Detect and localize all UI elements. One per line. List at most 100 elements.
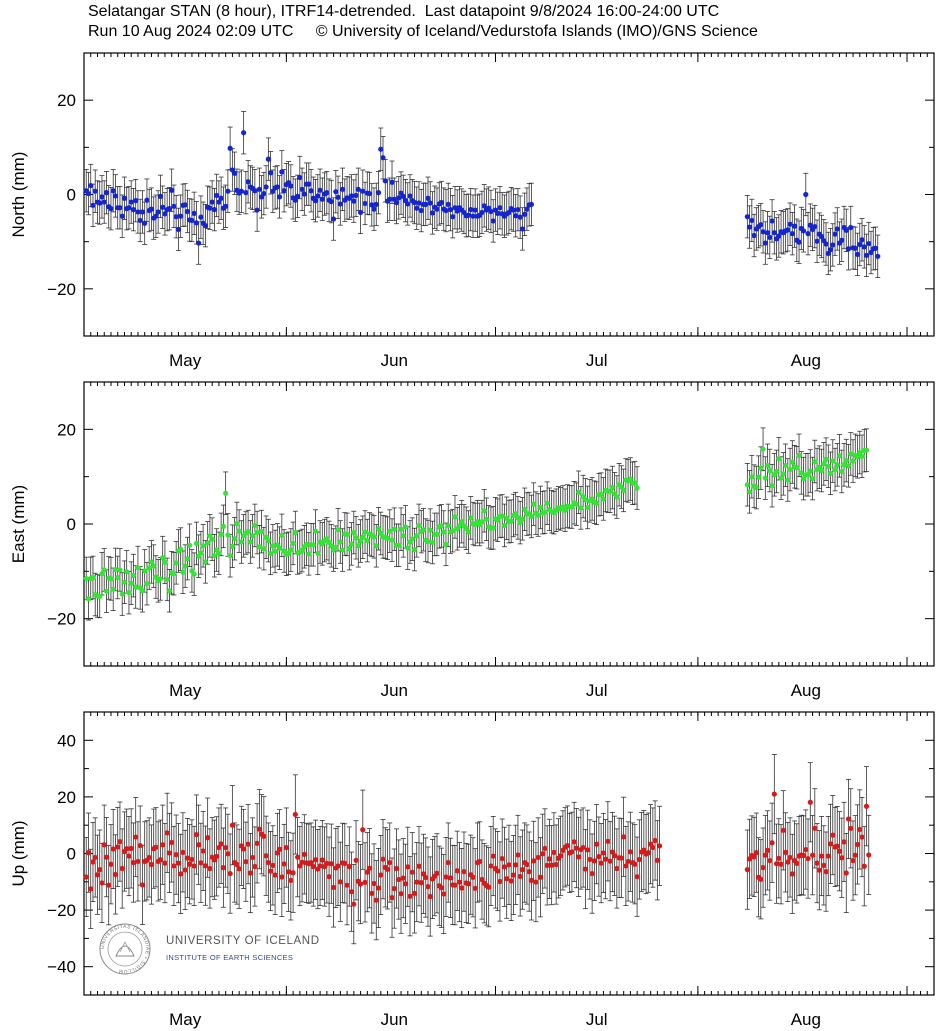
data-point [553,861,559,868]
data-point [481,508,487,514]
data-point [794,465,800,471]
data-point [267,868,274,874]
data-point [312,857,319,863]
data-point [776,233,782,239]
data-point [292,197,298,203]
data-point [362,879,368,885]
data-point [171,571,177,577]
data-point [764,462,771,468]
data-point [328,543,334,549]
data-point [805,231,811,237]
data-point [508,878,514,884]
data-point [364,869,370,875]
data-point [823,241,829,247]
data-point [827,470,834,476]
data-point [528,877,535,883]
data-point [225,851,231,857]
data-point [773,468,780,475]
data-point [173,852,179,858]
data-point [353,857,359,863]
x-tick-label-jun: Jun [381,681,408,700]
data-point [542,845,548,852]
data-point [607,858,613,864]
data-point [252,188,258,194]
data-point [348,193,355,199]
data-point [800,228,807,234]
data-point [162,559,168,565]
data-point [373,543,379,549]
data-point [371,534,377,540]
data-point [486,884,492,890]
data-point [301,851,307,857]
data-point [128,580,134,586]
y-tick-label: 0 [67,515,76,534]
data-point [182,867,188,873]
data-point [771,230,777,236]
data-point [427,893,433,900]
data-point [294,854,301,860]
data-point [380,155,386,161]
data-point [791,223,798,229]
data-point [357,538,364,544]
data-point [540,851,546,857]
data-point [418,880,424,886]
data-point [267,550,274,556]
data-point [468,515,474,521]
data-point [214,853,220,859]
data-point [308,188,314,194]
data-point [353,192,359,199]
data-point [465,212,472,218]
data-point [760,865,766,871]
data-point [751,232,757,239]
data-point [373,201,379,208]
data-point [182,202,188,208]
data-point [315,193,321,199]
data-point [112,193,119,199]
data-point [600,850,606,856]
data-point [632,480,638,486]
data-point [200,848,206,854]
data-point [463,525,469,531]
data-point [94,872,101,878]
data-point [119,213,125,219]
data-point [447,206,454,213]
university-name: UNIVERSITY OF ICELAND [166,935,320,947]
data-point [306,551,312,557]
data-point [859,453,865,459]
data-point [531,501,537,507]
data-point [544,862,550,868]
east-panel: May Jun Jul Aug −20 0 20 East (mm) [9,381,935,700]
data-point [139,209,146,215]
data-point [232,170,238,176]
data-point [845,463,852,469]
data-point [805,855,811,862]
data-point [531,858,537,864]
data-point [519,516,526,522]
data-point [335,863,341,869]
data-point [124,846,130,852]
data-point [576,854,582,860]
data-point [405,545,411,551]
data-point [337,879,343,885]
data-point [450,214,456,220]
data-point [807,799,813,805]
data-point [594,841,600,847]
data-point [252,522,258,529]
data-point [117,567,123,573]
data-point [513,510,519,517]
data-point [499,855,505,862]
data-point [303,541,310,547]
data-point [650,844,656,851]
data-point [308,859,314,866]
data-point [537,504,544,511]
data-point [445,522,451,529]
data-point [402,524,409,530]
data-point [441,529,447,535]
data-point [292,529,298,536]
data-point [83,874,89,880]
data-point [656,843,663,849]
y-tick-label: 0 [67,845,76,864]
data-point [785,477,791,483]
data-point [794,860,800,867]
data-point [344,531,350,538]
